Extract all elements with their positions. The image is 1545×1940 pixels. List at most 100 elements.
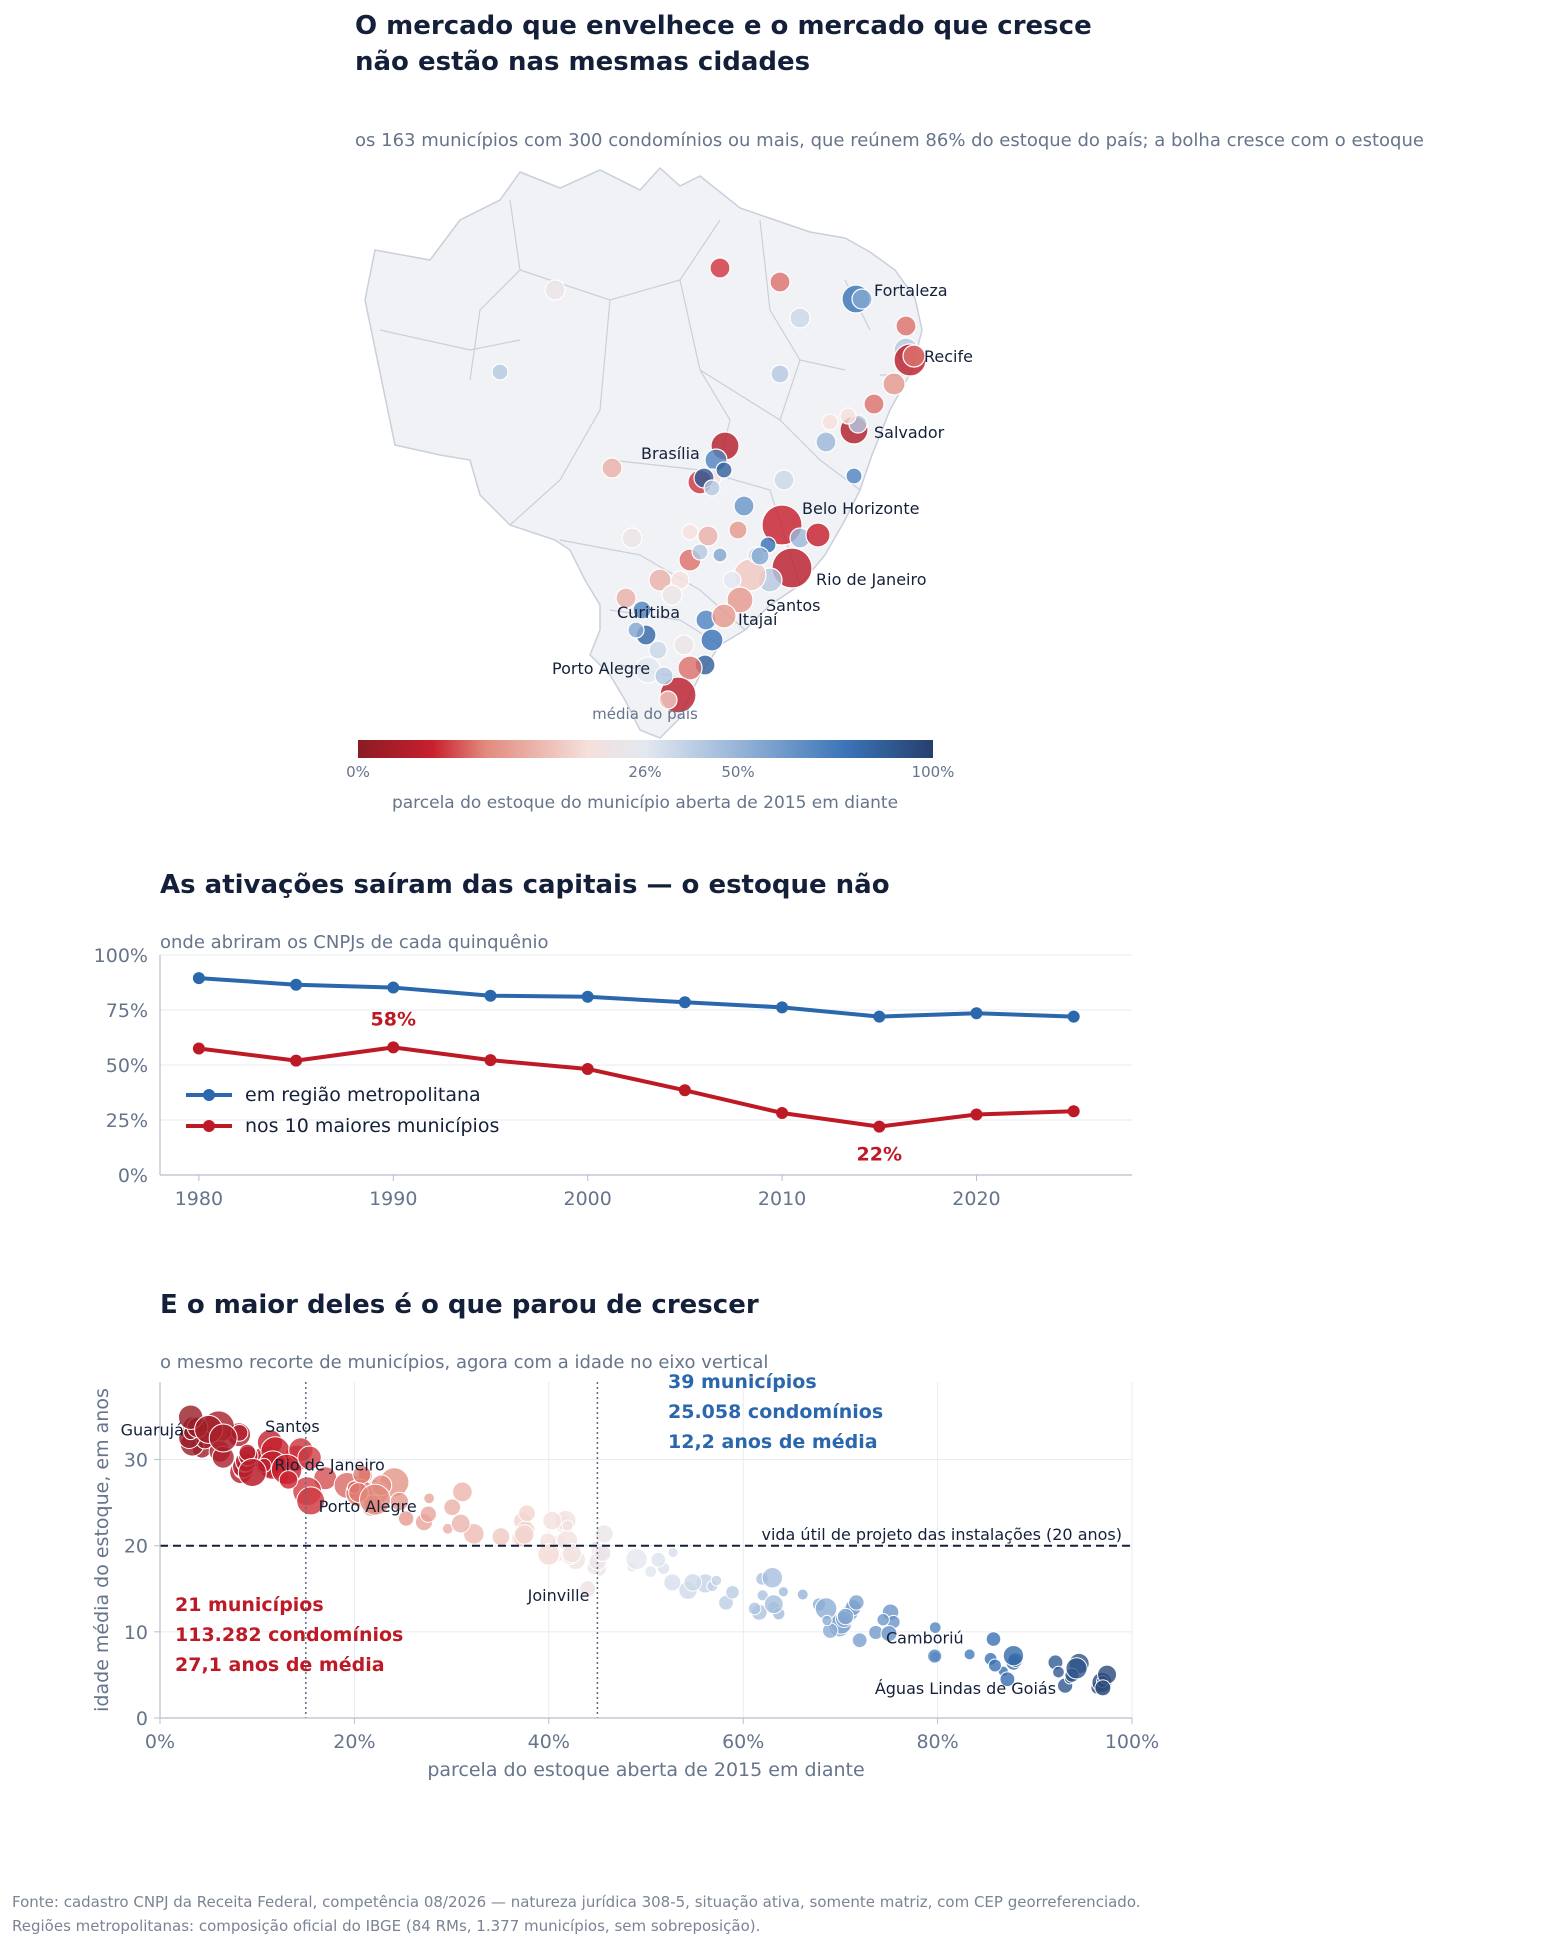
scatter-point bbox=[650, 1551, 667, 1568]
brazil-landmass bbox=[364, 166, 923, 739]
scatter-point bbox=[491, 1527, 511, 1547]
scatter-ytick-label: 10 bbox=[124, 1622, 148, 1644]
map-bubble bbox=[805, 522, 831, 548]
colorbar-label: parcela do estoque do município aberta d… bbox=[392, 793, 898, 813]
map-subtitle: os 163 municípios com 300 condomínios ou… bbox=[355, 130, 1424, 151]
legend-label: em região metropolitana bbox=[245, 1084, 481, 1106]
legend-label: nos 10 maiores municípios bbox=[245, 1115, 499, 1137]
blue-summary-line: 25.058 condomínios bbox=[668, 1401, 883, 1423]
scatter-point bbox=[763, 1594, 784, 1615]
scatter-point bbox=[513, 1524, 535, 1545]
map-bubble bbox=[615, 587, 637, 609]
scatter-y-axis-label: idade média do estoque, em anos bbox=[91, 1388, 113, 1712]
map-bubble bbox=[691, 543, 709, 561]
map-bubble bbox=[715, 461, 733, 479]
city-label-recife: Recife bbox=[924, 347, 973, 366]
title-line-2: não estão nas mesmas cidades bbox=[355, 47, 811, 77]
colorbar bbox=[358, 740, 933, 758]
series-point-0 bbox=[678, 996, 691, 1009]
scatter-point bbox=[848, 1594, 865, 1611]
map-bubble bbox=[601, 457, 623, 479]
scatter-point bbox=[278, 1470, 299, 1490]
city-label-itajai: Itajaí bbox=[738, 610, 778, 629]
series-point-0 bbox=[970, 1007, 983, 1020]
map-bubble bbox=[770, 364, 790, 384]
map-bubble bbox=[697, 525, 719, 547]
scatter-point-label: Guarujá bbox=[121, 1420, 184, 1439]
map-bubble bbox=[863, 393, 885, 415]
series-point-0 bbox=[581, 990, 594, 1003]
city-label-belo-horizonte: Belo Horizonte bbox=[802, 499, 919, 518]
scatter-ytick-label: 0 bbox=[136, 1708, 148, 1730]
scatter-point bbox=[683, 1573, 703, 1592]
series-point-0 bbox=[484, 989, 497, 1002]
line-xtick-label: 1980 bbox=[175, 1188, 223, 1210]
scatter-xtick-label: 0% bbox=[145, 1731, 175, 1753]
scatter-point bbox=[777, 1586, 789, 1598]
map-bubble bbox=[845, 467, 863, 485]
series-point-1 bbox=[776, 1106, 789, 1119]
scatter-point bbox=[663, 1573, 682, 1592]
scatter-point bbox=[450, 1513, 471, 1534]
line-xtick-label: 2010 bbox=[758, 1188, 806, 1210]
scatter-point-label: Santos bbox=[265, 1417, 320, 1436]
scatter-point bbox=[761, 1567, 784, 1589]
series-point-0 bbox=[776, 1001, 789, 1014]
map-bubble-layer bbox=[491, 257, 927, 714]
scatter-point bbox=[1002, 1644, 1025, 1667]
scatter-point bbox=[537, 1543, 560, 1566]
map-bubble bbox=[726, 586, 754, 614]
scatter-point bbox=[725, 1584, 740, 1600]
reference-line-label: vida útil de projeto das instalações (20… bbox=[761, 1525, 1122, 1544]
map-bubble bbox=[632, 600, 652, 620]
red-summary-box: 21 municípios 113.282 condomínios 27,1 a… bbox=[175, 1594, 403, 1676]
line-ytick-label: 75% bbox=[106, 1000, 148, 1022]
map-city-labels: Fortaleza Recife Salvador Brasília Belo … bbox=[552, 281, 973, 678]
colorbar-tick: 0% bbox=[346, 763, 370, 781]
map-bubble bbox=[709, 257, 731, 279]
page-title: O mercado que envelhece e o mercado que … bbox=[355, 8, 1092, 80]
series-point-0 bbox=[387, 981, 400, 994]
line-ytick-label: 25% bbox=[106, 1110, 148, 1132]
map-bubble bbox=[648, 640, 668, 660]
map-bubble bbox=[627, 621, 645, 639]
scatter-point-highlight bbox=[296, 1486, 326, 1516]
map-bubble bbox=[851, 288, 873, 310]
blue-summary-line: 39 municípios bbox=[668, 1371, 817, 1393]
scatter-point bbox=[821, 1614, 833, 1627]
scatter-point-label: Joinville bbox=[527, 1586, 590, 1605]
scatter-point bbox=[667, 1546, 679, 1559]
series-point-1 bbox=[970, 1108, 983, 1121]
scatter-ytick-label: 30 bbox=[124, 1450, 148, 1472]
legend-swatch-dot bbox=[203, 1089, 215, 1101]
line-annotations: 58% 22% bbox=[371, 1008, 902, 1165]
scatter-reference-lines bbox=[160, 1382, 1132, 1718]
map-bubble bbox=[769, 271, 791, 293]
map-bubble bbox=[902, 344, 926, 368]
scatter-point bbox=[927, 1648, 943, 1664]
colorbar-tick: 50% bbox=[721, 763, 754, 781]
scatter-point bbox=[1065, 1657, 1088, 1680]
scatter-point bbox=[999, 1671, 1016, 1688]
brazil-map: Fortaleza Recife Salvador Brasília Belo … bbox=[346, 166, 973, 813]
scatter-xtick-label: 40% bbox=[528, 1731, 570, 1753]
map-bubble bbox=[673, 634, 695, 656]
scatter-point bbox=[451, 1481, 473, 1503]
city-label-curitiba: Curitiba bbox=[617, 603, 680, 622]
age-scatter-chart: 0 10 20 30 0% 20% 40% 60% 80% 100% parcela do esto… bbox=[91, 1371, 1159, 1781]
scatter-point bbox=[561, 1543, 583, 1564]
scatter-point bbox=[593, 1544, 612, 1563]
scatter-point bbox=[594, 1524, 614, 1544]
colorbar-tick: 26% bbox=[628, 763, 661, 781]
map-bubble bbox=[728, 520, 748, 540]
city-label-brasilia: Brasília bbox=[641, 444, 700, 463]
city-label-fortaleza: Fortaleza bbox=[874, 281, 948, 300]
series-point-0 bbox=[1067, 1010, 1080, 1023]
series-point-1 bbox=[581, 1062, 594, 1075]
series-point-1 bbox=[484, 1054, 497, 1067]
line-series-layer bbox=[192, 972, 1080, 1133]
scatter-point bbox=[419, 1505, 437, 1523]
scatter-point-label: Rio de Janeiro bbox=[274, 1455, 385, 1474]
map-bubble bbox=[654, 666, 674, 686]
map-bubble bbox=[882, 372, 906, 396]
